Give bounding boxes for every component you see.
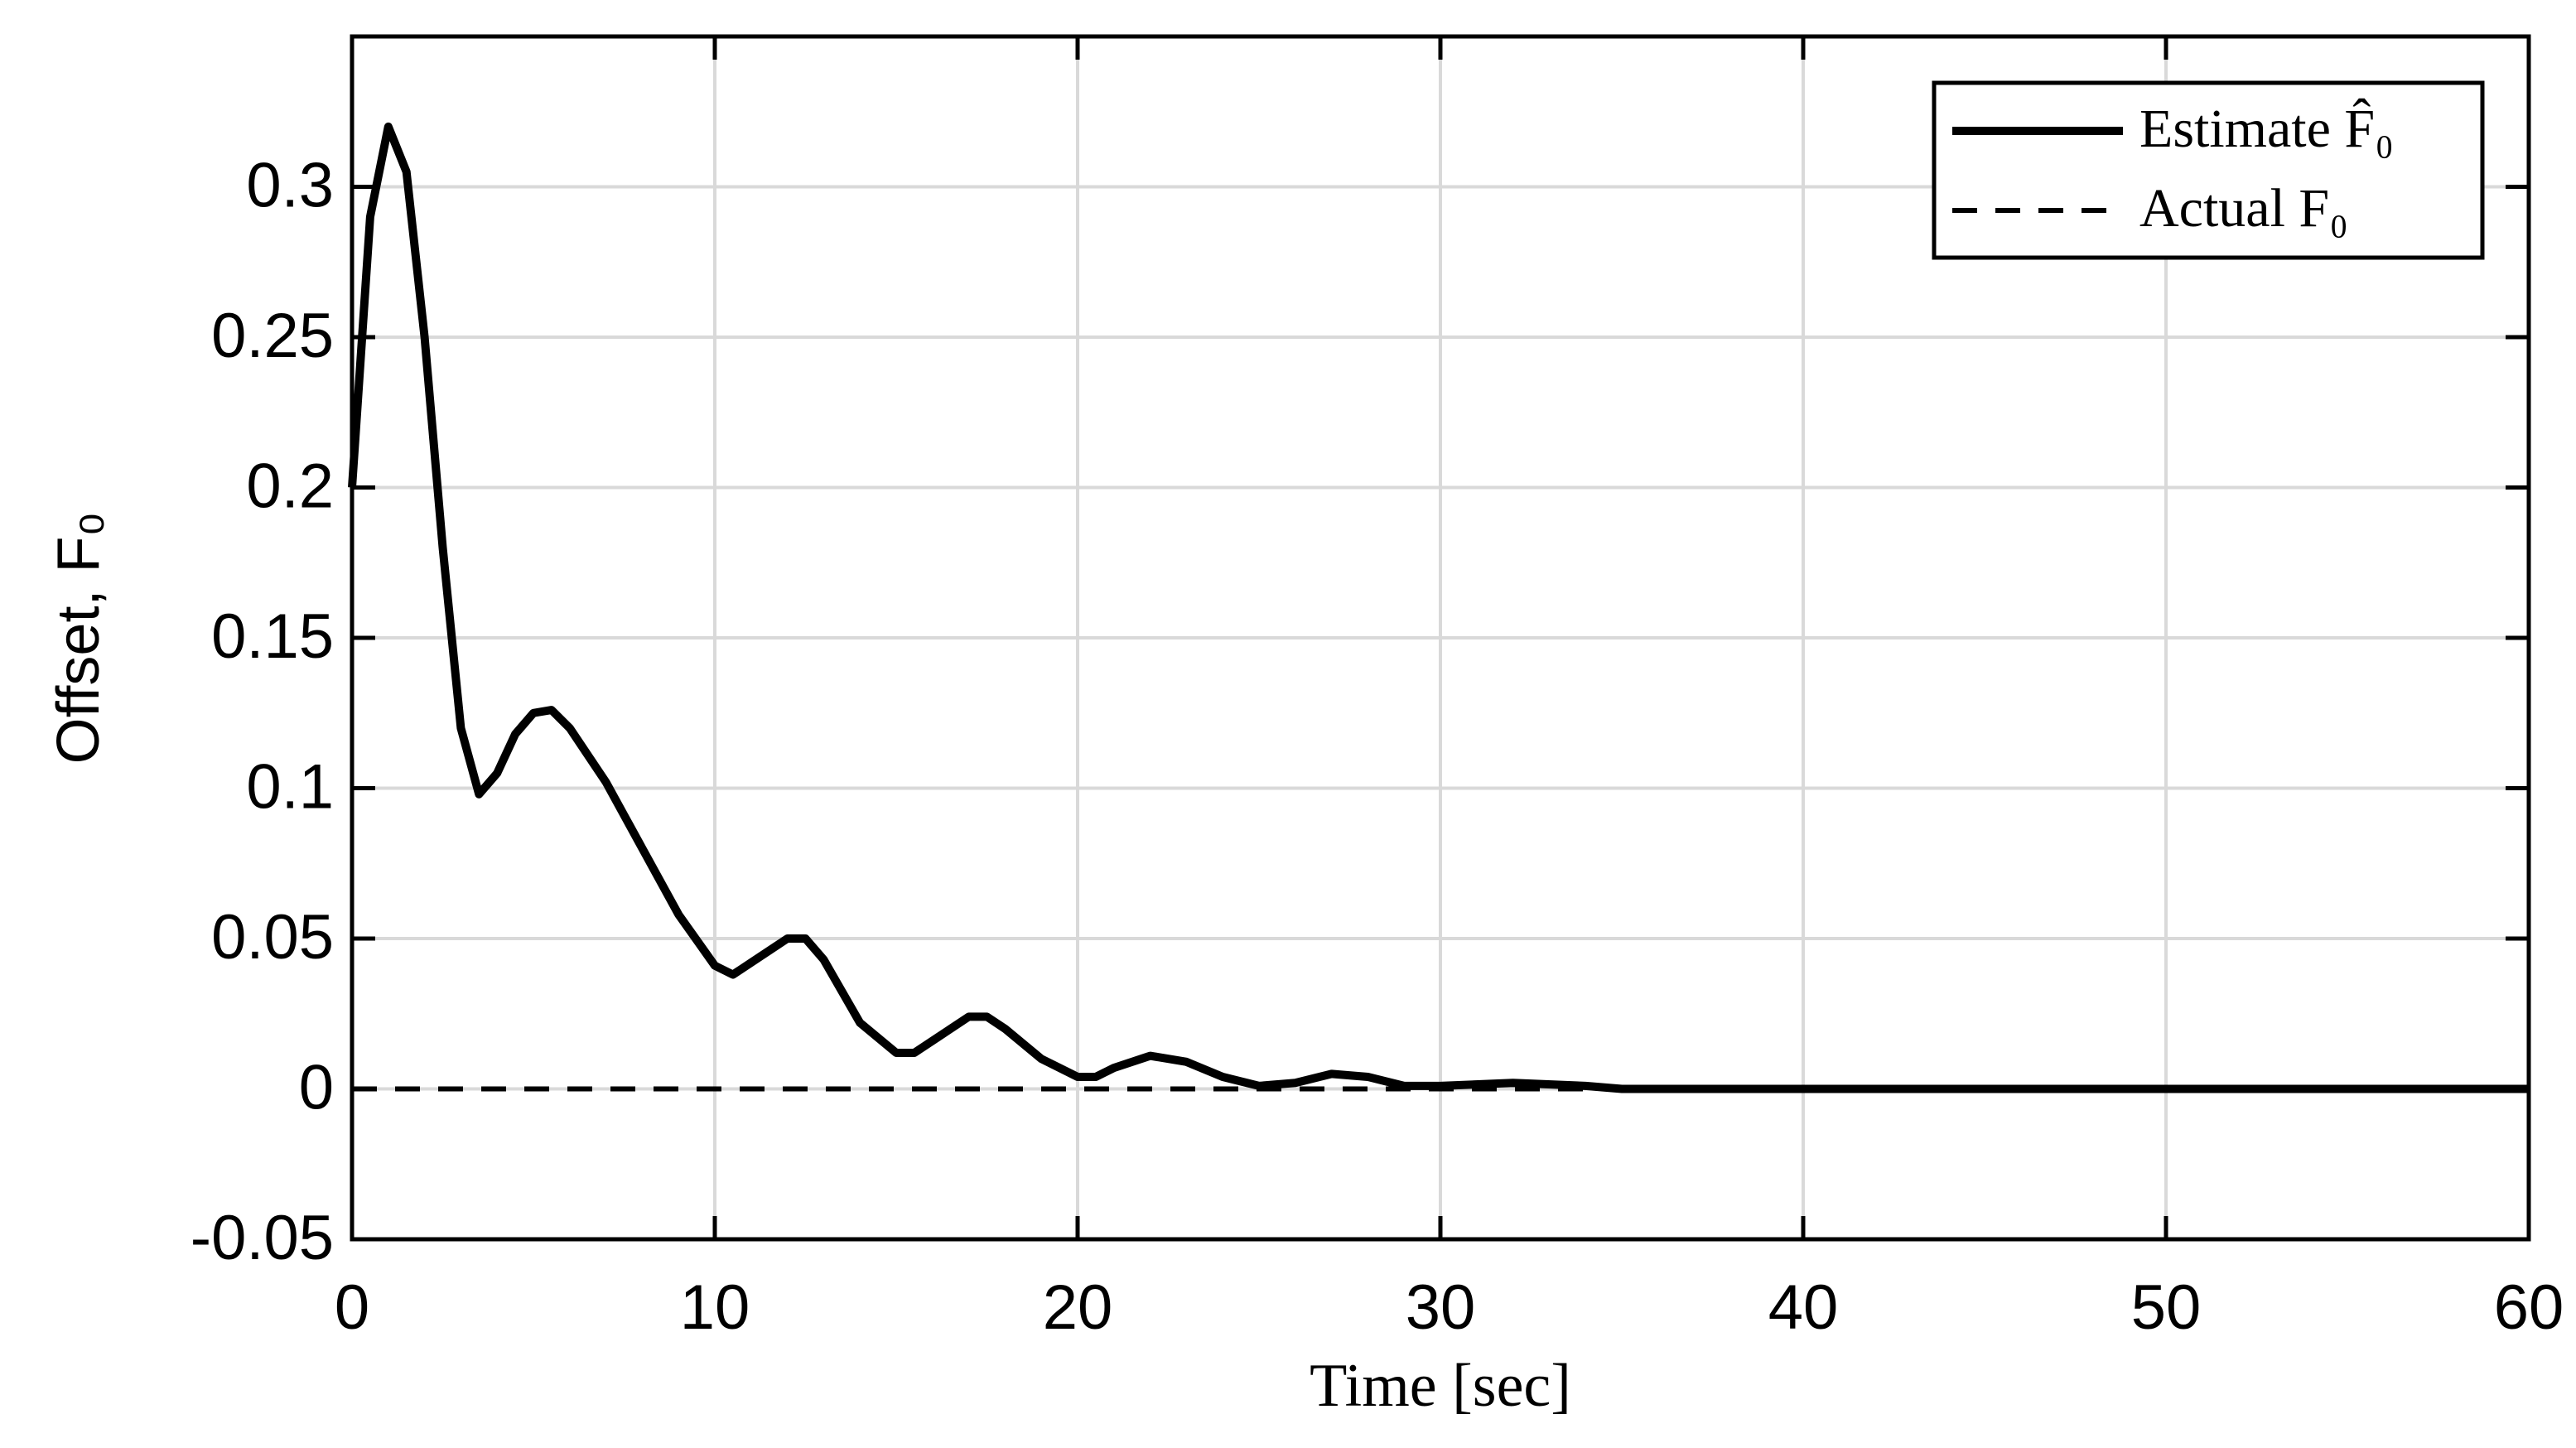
x-tick-label: 20 [1043, 1272, 1113, 1343]
x-tick-label: 40 [1768, 1272, 1839, 1343]
legend-label: Estimate F̂₀ [2139, 98, 2394, 159]
y-tick-label: -0.05 [191, 1203, 334, 1273]
y-tick-label: 0.1 [246, 752, 334, 823]
y-tick-label: 0.15 [211, 601, 334, 672]
y-axis-label: Offset, F₀ [46, 512, 112, 765]
legend-box [1932, 80, 2485, 260]
y-tick-label: 0.05 [211, 902, 334, 973]
x-tick-label: 50 [2131, 1272, 2202, 1343]
y-tick-label: 0.25 [211, 301, 334, 371]
x-tick-label: 60 [2494, 1272, 2564, 1343]
x-tick-label: 0 [335, 1272, 369, 1343]
data-line [348, 122, 2529, 1093]
axes-box [350, 34, 2531, 1242]
x-tick-label: 30 [1406, 1272, 1476, 1343]
x-axis-label: Time [sec] [1310, 1352, 1571, 1420]
legend-label: Actual F₀ [2139, 178, 2348, 239]
y-tick-label: 0 [299, 1053, 334, 1123]
x-tick-label: 10 [680, 1272, 750, 1343]
y-tick-label: 0.3 [246, 151, 334, 221]
y-tick-label: 0.2 [246, 451, 334, 522]
